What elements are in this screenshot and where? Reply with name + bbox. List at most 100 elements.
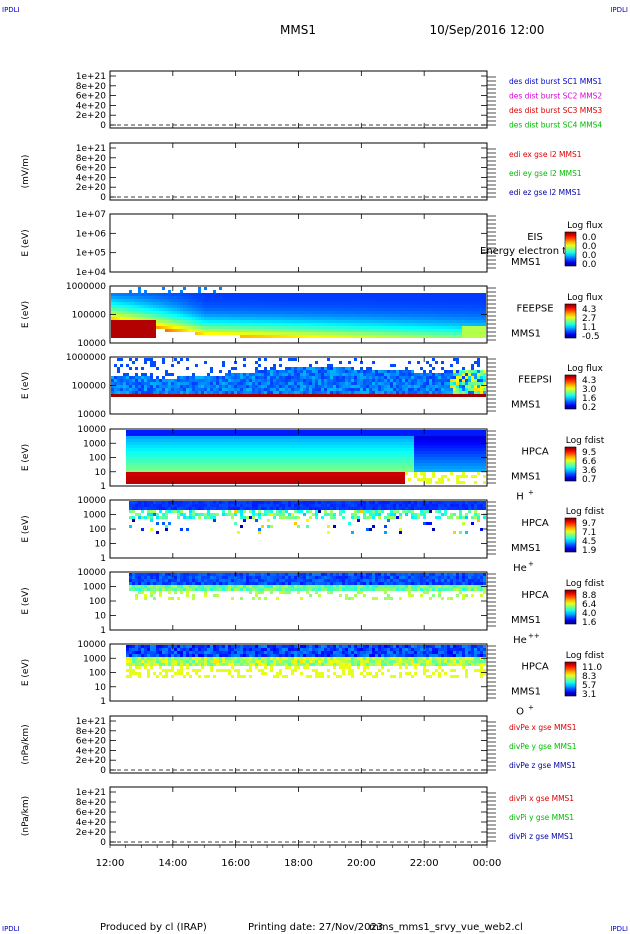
spectrogram-cell [300, 457, 303, 460]
spectrogram-cell [327, 448, 330, 451]
spectrogram-cell [396, 478, 399, 481]
spectrogram-cell [162, 391, 165, 394]
spectrogram-cell [408, 314, 411, 317]
spectrogram-cell [267, 370, 270, 373]
spectrogram-cell [162, 436, 165, 439]
spectrogram-cell [399, 430, 402, 433]
spectrogram-cell [156, 394, 159, 397]
spectrogram-cell [111, 323, 114, 326]
spectrogram-cell [405, 472, 408, 475]
spectrogram-cell [138, 314, 141, 317]
spectrogram-cell [360, 388, 363, 391]
spectrogram-cell [183, 460, 186, 463]
spectrogram-cell [288, 457, 291, 460]
spectrogram-cell [387, 373, 390, 376]
spectrogram-cell [336, 305, 339, 308]
spectrogram-cell [276, 305, 279, 308]
spectrogram-cell [462, 329, 465, 332]
spectrogram-cell [399, 394, 402, 397]
spectrogram-cell [453, 299, 456, 302]
spectrogram-cell [363, 460, 366, 463]
spectrogram-cell [129, 314, 132, 317]
spectrogram-cell [273, 311, 276, 314]
spectrogram-cell [447, 317, 450, 320]
spectrogram-cell [411, 314, 414, 317]
spectrogram-cell [243, 472, 246, 475]
spectrogram-cell [309, 391, 312, 394]
spectrogram-cell [456, 299, 459, 302]
spectrogram-cell [210, 436, 213, 439]
spectrogram-cell [372, 445, 375, 448]
spectrogram-cell [279, 430, 282, 433]
spectrogram-cell [402, 311, 405, 314]
spectrogram-cell [465, 311, 468, 314]
spectrogram-cell [303, 379, 306, 382]
spectrogram-cell [168, 460, 171, 463]
spectrogram-cell [378, 326, 381, 329]
spectrogram-cell [135, 391, 138, 394]
spectrogram-cell [174, 317, 177, 320]
spectrogram-cell [387, 388, 390, 391]
spectrogram-cell [165, 317, 168, 320]
spectrogram-cell [462, 385, 465, 388]
spectrogram-cell [390, 475, 393, 478]
spectrogram-cell [456, 314, 459, 317]
spectrogram-cell [189, 391, 192, 394]
spectrogram-cell [357, 376, 360, 379]
spectrogram-cell [327, 466, 330, 469]
spectrogram-cell [360, 314, 363, 317]
spectrogram-cell [165, 293, 168, 296]
spectrogram-cell [255, 376, 258, 379]
spectrogram-cell [279, 373, 282, 376]
spectrogram-cell [117, 335, 120, 338]
spectrogram-cell [294, 466, 297, 469]
spectrogram-cell [351, 332, 354, 335]
spectrogram-cell [396, 317, 399, 320]
spectrogram-cell [162, 385, 165, 388]
spectrogram-cell [156, 478, 159, 481]
spectrogram-cell [360, 367, 363, 370]
spectrogram-cell [393, 370, 396, 373]
spectrogram-cell [216, 481, 219, 484]
spectrogram-cell [414, 472, 417, 475]
spectrogram-cell [279, 329, 282, 332]
spectrogram-cell [360, 433, 363, 436]
spectrogram-cell [189, 445, 192, 448]
spectrogram-cell [279, 385, 282, 388]
spectrogram-cell [318, 388, 321, 391]
spectrogram-cell [378, 335, 381, 338]
spectrogram-cell [435, 376, 438, 379]
corner-mark: IPDLI [2, 6, 20, 14]
spectrogram-cell [294, 367, 297, 370]
spectrogram-cell [231, 478, 234, 481]
spectrogram-cell [354, 358, 357, 361]
spectrogram-cell [264, 370, 267, 373]
spectrogram-cell [210, 475, 213, 478]
spectrogram-cell [417, 311, 420, 314]
spectrogram-cell [387, 385, 390, 388]
spectrogram-cell [447, 332, 450, 335]
spectrogram-cell [321, 445, 324, 448]
spectrogram-cell [363, 475, 366, 478]
spectrogram-cell [126, 308, 129, 311]
spectrogram-cell [261, 326, 264, 329]
spectrogram-cell [354, 475, 357, 478]
spectrogram-cell [396, 388, 399, 391]
spectrogram-cell [441, 376, 444, 379]
spectrogram-cell [138, 287, 141, 290]
spectrogram-cell [360, 463, 363, 466]
spectrogram-cell [474, 299, 477, 302]
spectrogram-cell [342, 296, 345, 299]
spectrogram-cell [246, 439, 249, 442]
spectrogram-cell [117, 320, 120, 323]
spectrogram-cell [183, 475, 186, 478]
spectrogram-cell [294, 439, 297, 442]
heat-panel-ytick-label: 10000 [77, 410, 106, 420]
spectrogram-cell [249, 475, 252, 478]
spectrogram-cell [213, 296, 216, 299]
spectrogram-cell [345, 460, 348, 463]
spectrogram-cell [327, 299, 330, 302]
spectrogram-cell [282, 478, 285, 481]
spectrogram-cell [432, 293, 435, 296]
spectrogram-cell [114, 382, 117, 385]
